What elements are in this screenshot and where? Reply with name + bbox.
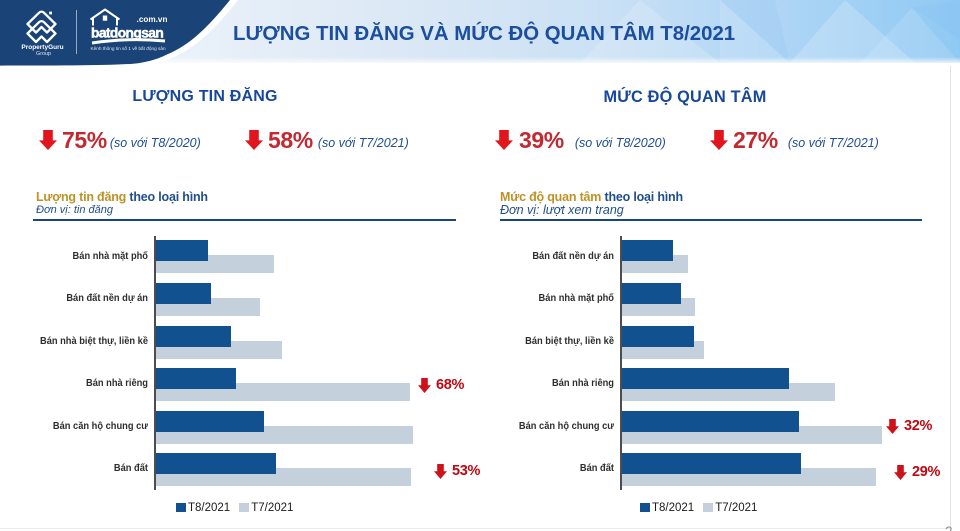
svg-text:.com.vn: .com.vn bbox=[137, 15, 168, 24]
svg-text:Kênh thông tin số 1 về bất độn: Kênh thông tin số 1 về bất động sản bbox=[91, 46, 166, 51]
svg-text:batdongsan: batdongsan bbox=[91, 26, 163, 41]
